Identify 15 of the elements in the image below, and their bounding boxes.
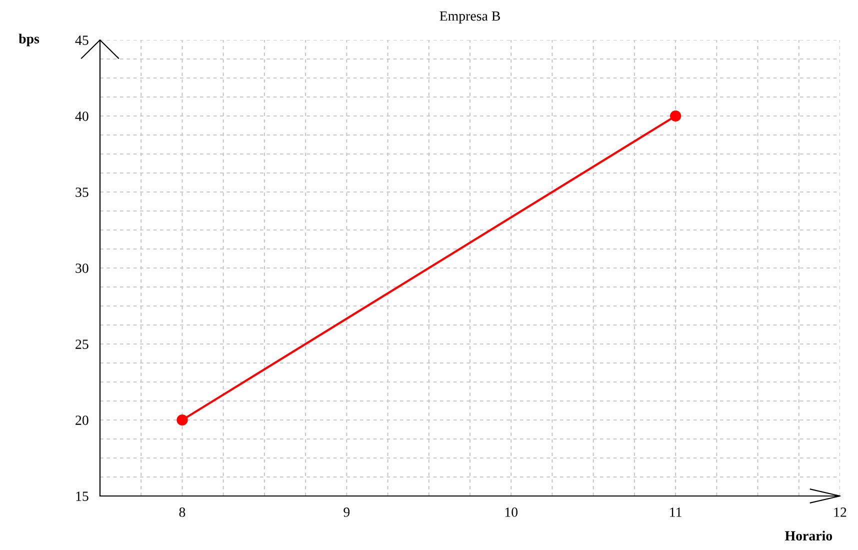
y-tick-label: 30 [76,264,88,273]
y-tick-label: 35 [76,188,88,197]
y-tick-label: 20 [76,416,88,425]
x-tick-label: 12 [834,508,846,517]
x-tick-label: 9 [344,508,350,517]
y-axis-title: bps [18,34,40,46]
x-tick-label: 11 [670,508,682,517]
chart-title: Empresa B [440,11,500,24]
y-tick-label: 40 [75,112,88,121]
y-tick-label: 45 [75,36,88,45]
x-axis-title: Horario [785,530,832,541]
y-tick-label: 15 [76,492,88,501]
x-tick-label: 10 [505,508,518,517]
x-tick-label: 8 [179,508,186,517]
y-tick-label: 25 [76,340,88,349]
